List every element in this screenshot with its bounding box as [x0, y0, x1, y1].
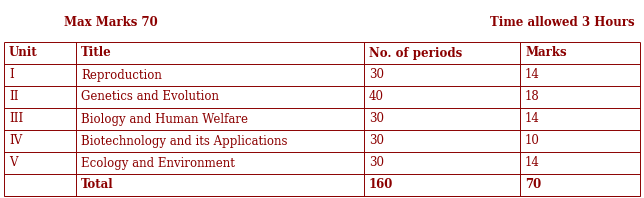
- Text: IV: IV: [9, 134, 23, 148]
- Text: 14: 14: [525, 69, 540, 82]
- Text: 14: 14: [525, 156, 540, 169]
- Text: 30: 30: [369, 156, 384, 169]
- Text: No. of periods: No. of periods: [369, 47, 462, 60]
- Text: Reproduction: Reproduction: [81, 69, 162, 82]
- Text: III: III: [9, 112, 23, 126]
- Text: Unit: Unit: [9, 47, 38, 60]
- Text: 10: 10: [525, 134, 540, 148]
- Text: 160: 160: [369, 179, 393, 191]
- Text: 18: 18: [525, 90, 540, 104]
- Text: Total: Total: [81, 179, 113, 191]
- Text: 70: 70: [525, 179, 541, 191]
- Text: Max Marks 70: Max Marks 70: [64, 16, 158, 29]
- Text: 14: 14: [525, 112, 540, 126]
- Text: Marks: Marks: [525, 47, 567, 60]
- Text: II: II: [9, 90, 19, 104]
- Text: Ecology and Environment: Ecology and Environment: [81, 156, 235, 169]
- Text: Genetics and Evolution: Genetics and Evolution: [81, 90, 219, 104]
- Text: V: V: [9, 156, 17, 169]
- Text: Biology and Human Welfare: Biology and Human Welfare: [81, 112, 248, 126]
- Text: 30: 30: [369, 69, 384, 82]
- Text: Biotechnology and its Applications: Biotechnology and its Applications: [81, 134, 287, 148]
- Text: Time allowed 3 Hours: Time allowed 3 Hours: [490, 16, 635, 29]
- Text: 30: 30: [369, 134, 384, 148]
- Text: I: I: [9, 69, 14, 82]
- Text: Title: Title: [81, 47, 112, 60]
- Text: 40: 40: [369, 90, 384, 104]
- Text: 30: 30: [369, 112, 384, 126]
